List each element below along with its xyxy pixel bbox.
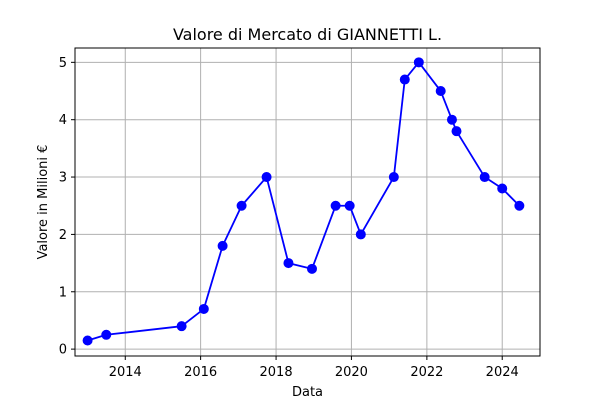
- data-point: [306, 263, 317, 274]
- y-tick-label: 0: [59, 343, 67, 358]
- data-point: [330, 200, 341, 211]
- y-tick-label: 3: [59, 171, 67, 186]
- x-tick-label: 2016: [184, 365, 217, 380]
- data-point: [435, 86, 446, 97]
- data-point: [446, 114, 457, 125]
- data-point: [198, 303, 209, 314]
- chart-title: Valore di Mercato di GIANNETTI L.: [173, 25, 442, 44]
- data-point: [479, 172, 490, 183]
- data-point: [413, 57, 424, 68]
- y-tick-label: 5: [59, 56, 67, 71]
- x-tick-label: 2020: [335, 365, 368, 380]
- x-tick-label: 2024: [486, 365, 519, 380]
- data-point: [283, 258, 294, 269]
- y-tick-label: 2: [59, 228, 67, 243]
- grid-lines: [75, 48, 540, 356]
- y-axis-label: Valore in Milioni €: [36, 145, 51, 260]
- data-point: [399, 74, 410, 85]
- data-point: [101, 329, 112, 340]
- data-point: [261, 172, 272, 183]
- plot-frame: [74, 47, 541, 357]
- x-tick-label: 2018: [260, 365, 293, 380]
- data-point: [236, 200, 247, 211]
- y-tick-label: 4: [59, 113, 67, 128]
- data-point: [355, 229, 366, 240]
- data-point: [514, 200, 525, 211]
- data-point: [217, 240, 228, 251]
- data-point: [497, 183, 508, 194]
- data-point: [344, 200, 355, 211]
- x-tick-label: 2014: [109, 365, 142, 380]
- data-point: [82, 335, 93, 346]
- data-point: [176, 321, 187, 332]
- data-point: [451, 126, 462, 137]
- x-axis-label: Data: [292, 385, 323, 400]
- axes: [74, 47, 541, 357]
- y-tick-label: 1: [59, 285, 67, 300]
- x-tick-label: 2022: [410, 365, 443, 380]
- tick-marks: 2014 2016 2018 2020 2022 2024 0 1 2 3 4 5: [59, 56, 519, 380]
- data-point: [388, 172, 399, 183]
- data-points: [82, 57, 525, 346]
